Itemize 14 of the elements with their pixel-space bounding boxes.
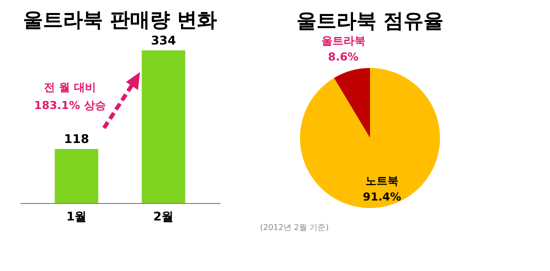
data-label: 8.6% (328, 50, 359, 64)
chart-title: 울트라북 판매량 변화 (23, 7, 217, 32)
chart-title: 울트라북 점유율 (296, 8, 444, 33)
slice-label: 울트라북 (321, 34, 366, 48)
data-label: 334 (150, 33, 176, 48)
pie-slice (300, 68, 440, 208)
text: (2012년 2월 기준) (260, 223, 329, 232)
pie-slice (334, 68, 370, 138)
slice-label: 노트북 (366, 174, 399, 188)
data-label: 91.4% (362, 190, 402, 204)
x-tick-label: 1월 (66, 210, 87, 224)
annotation: 전 월 대비 183.1% 상승 (34, 81, 106, 112)
data-label: 118 (64, 132, 90, 146)
x-tick-label: 2월 (153, 210, 174, 224)
